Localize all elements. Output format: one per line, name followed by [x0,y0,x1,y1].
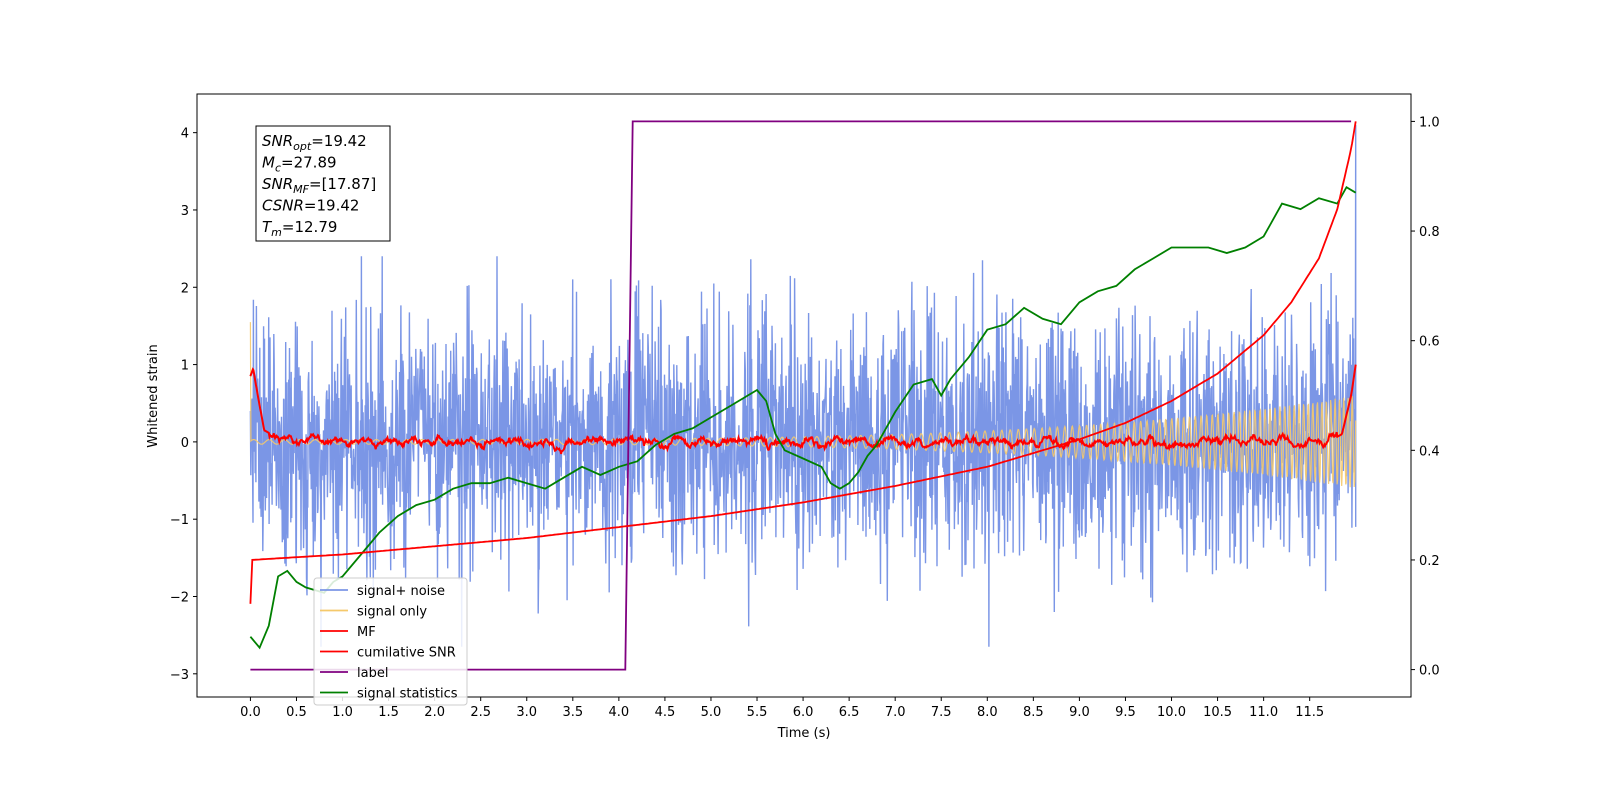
x-tick-label: 2.0 [424,705,445,720]
x-tick-label: 10.0 [1157,705,1186,720]
y-left-tick-label: 1 [181,359,189,374]
legend-entry-label: cumilative SNR [357,646,456,661]
x-tick-label: 0.5 [286,705,307,720]
plot-area [249,120,1357,671]
y-left-tick-label: 2 [181,281,189,296]
x-tick-label: 6.0 [793,705,814,720]
series-mf-line [249,364,1357,455]
x-tick-label: 1.5 [378,705,399,720]
x-tick-label: 7.5 [931,705,952,720]
x-tick-label: 5.0 [701,705,722,720]
x-axis-label: Time (s) [777,726,831,741]
legend-entry-label: label [357,666,388,681]
y-left-tick-label: −1 [170,513,189,528]
x-tick-label: 11.5 [1295,705,1324,720]
x-tick-label: 7.0 [885,705,906,720]
x-tick-label: 4.5 [655,705,676,720]
legend-entry-label: signal statistics [357,687,458,702]
y-axis-right: 0.0 0.2 0.4 0.6 0.8 1.0 [1411,115,1440,679]
series-signal-only-line [249,322,1357,488]
x-tick-label: 8.0 [977,705,998,720]
x-tick-label: 8.5 [1023,705,1044,720]
legend-entry-label: signal only [357,605,427,620]
y-right-tick-label: 0.0 [1419,664,1440,679]
stats-line: Mc=27.89 [262,154,337,175]
y-left-tick-label: 0 [181,436,189,451]
y-left-tick-label: 4 [181,127,189,142]
x-tick-label: 9.0 [1069,705,1090,720]
x-tick-label: 11.0 [1249,705,1278,720]
x-tick-label: 3.5 [562,705,583,720]
y-left-tick-label: 3 [181,204,189,219]
stats-line: CSNR=19.42 [262,197,359,215]
plot-frame [196,93,1412,698]
legend-entry-label: MF [357,625,376,640]
y-right-tick-label: 0.8 [1419,225,1440,240]
legend-frame [313,577,468,706]
x-tick-label: 2.5 [470,705,491,720]
x-tick-label: 9.5 [1115,705,1136,720]
x-tick-label: 0.0 [240,705,261,720]
y-left-tick-label: −2 [170,591,189,606]
y-right-tick-label: 0.4 [1419,444,1440,459]
x-tick-label: 4.0 [609,705,630,720]
y-axis-left: −3 −2 −1 0 1 2 3 4 [170,127,197,683]
stats-line: Tm=12.79 [262,218,337,239]
series-cumulative-snr-line [249,121,1357,604]
y-right-tick-label: 1.0 [1419,115,1440,130]
stats-box-frame [255,125,391,242]
x-axis: 0.0 0.5 1.0 1.5 2.0 2.5 3.0 3.5 4.0 4.5 5.0 5.5 6.0 6… [240,697,1324,720]
legend-entry-label: signal+ noise [357,584,445,599]
x-tick-label: 5.5 [747,705,768,720]
y-right-tick-label: 0.6 [1419,335,1440,350]
x-tick-label: 1.0 [332,705,353,720]
x-tick-label: 3.0 [516,705,537,720]
stats-line: SNRMF=[17.87] [262,175,376,196]
stats-annotation: SNRopt=19.42Mc=27.89SNRMF=[17.87]CSNR=19… [255,125,391,242]
x-tick-label: 10.5 [1203,705,1232,720]
x-tick-label: 6.5 [839,705,860,720]
y-axis-label: Whitened strain [146,344,161,447]
y-left-tick-label: −3 [170,668,189,683]
y-right-tick-label: 0.2 [1419,554,1440,569]
series-signal-statistics-line [249,185,1357,650]
legend: signal+ noise signal only MF cumilative SNR… [313,577,468,706]
stats-line: SNRopt=19.42 [262,132,367,153]
